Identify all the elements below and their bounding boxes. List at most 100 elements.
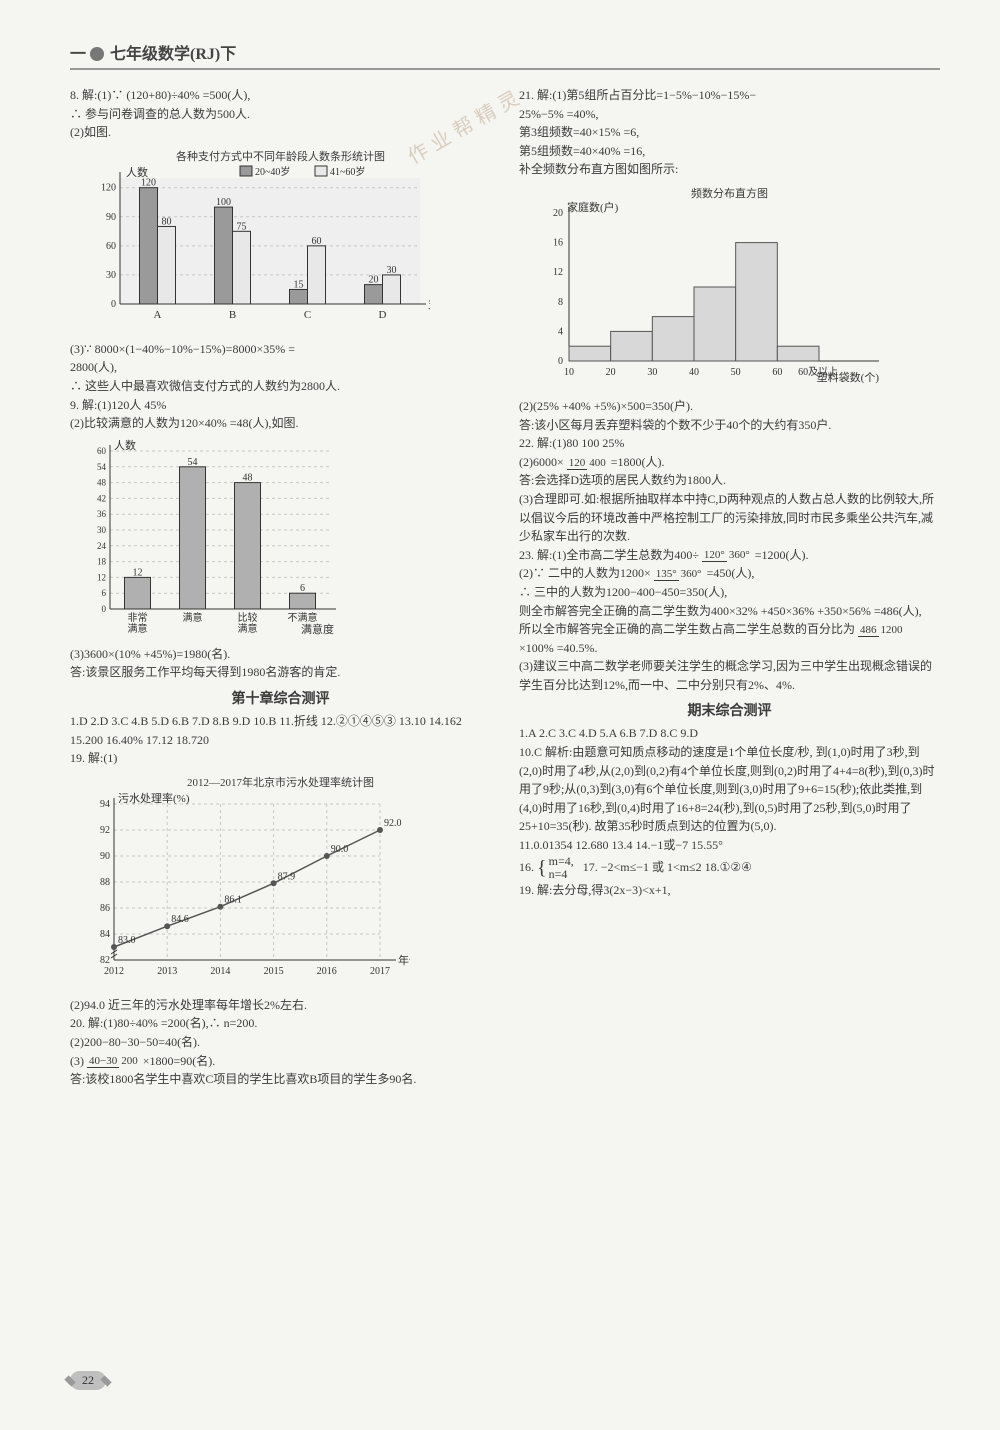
svg-text:满意: 满意 <box>183 611 203 624</box>
svg-text:16: 16 <box>553 238 563 249</box>
q23-n2: 135° <box>654 568 679 581</box>
q9-l2: (2)比较满意的人数为120×40% =48(人),如图. <box>70 414 491 433</box>
svg-text:92.0: 92.0 <box>384 818 402 829</box>
svg-text:2015: 2015 <box>264 966 284 977</box>
svg-text:90: 90 <box>100 851 110 862</box>
q20-den: 200 <box>119 1055 140 1067</box>
svg-text:41~60岁: 41~60岁 <box>330 165 365 178</box>
svg-text:82: 82 <box>100 955 110 966</box>
q21-l3: 第3组频数=40×15% =6, <box>519 123 940 142</box>
svg-text:满意: 满意 <box>238 622 258 635</box>
q23-n1: 120° <box>702 549 727 562</box>
svg-text:20~40岁: 20~40岁 <box>255 165 290 178</box>
q23-l2-post: =450(人), <box>707 566 755 580</box>
q20-num: 40−30 <box>87 1055 119 1068</box>
q22-l3: 答:会选择D选项的居民人数约为1800人. <box>519 471 940 490</box>
svg-text:50: 50 <box>731 367 741 378</box>
q1718: 17. −2<m≤−1 或 1<m≤2 18.①②④ <box>583 860 752 874</box>
q16-18: 16. { m=4, n=4 17. −2<m≤−1 或 1<m≤2 18.①②… <box>519 855 940 881</box>
q20-l3-pre: (3) <box>70 1054 84 1068</box>
chart3-title: 2012—2017年北京市污水处理率统计图 <box>70 774 491 790</box>
q10: 10.C 解析:由题意可知质点移动的速度是1个单位长度/秒, 到(1,0)时用了… <box>519 743 940 836</box>
q22-frac: 120400 <box>567 458 608 469</box>
svg-text:D: D <box>379 309 387 321</box>
svg-text:24: 24 <box>97 541 107 551</box>
q22-den: 400 <box>587 457 608 469</box>
chart-wastewater-line: 2012—2017年北京市污水处理率统计图 82848688909294污水处理… <box>70 774 491 990</box>
svg-text:120: 120 <box>141 177 156 188</box>
q21-l5: 补全频数分布直方图如图所示: <box>519 160 940 179</box>
svg-text:84.6: 84.6 <box>171 914 189 925</box>
svg-text:48: 48 <box>243 472 253 483</box>
q23-d2: 360° <box>679 568 704 580</box>
svg-text:87.9: 87.9 <box>278 871 296 882</box>
chap10-answers: 1.D 2.D 3.C 4.B 5.D 6.B 7.D 8.B 9.D 10.B… <box>70 712 491 749</box>
q22-num: 120 <box>567 457 588 470</box>
chart4-title: 频数分布直方图 <box>519 185 940 201</box>
header-title: 七年级数学(RJ)下 <box>110 46 236 63</box>
svg-text:90: 90 <box>106 212 116 223</box>
svg-text:12: 12 <box>97 572 106 582</box>
left-column: 8. 解:(1)∵ (120+80)÷40% =500(人), ∴ 参与问卷调查… <box>70 86 491 1089</box>
svg-text:8: 8 <box>558 297 563 308</box>
q9-l4: 答:该景区服务工作平均每天得到1980名游客的肯定. <box>70 663 491 682</box>
q21-l4: 第5组频数=40×40% =16, <box>519 142 940 161</box>
svg-text:54: 54 <box>188 457 198 468</box>
q19r: 19. 解:去分母,得3(2x−3)<x+1, <box>519 881 940 900</box>
q22-l2-pre: (2)6000× <box>519 455 564 469</box>
svg-text:年份: 年份 <box>398 953 410 967</box>
chart1-title: 各种支付方式中不同年龄段人数条形统计图 <box>70 148 491 164</box>
q23-d1: 360° <box>727 549 752 561</box>
svg-text:20: 20 <box>369 274 379 285</box>
svg-text:15: 15 <box>294 279 304 290</box>
q23-d3: 1200 <box>879 624 905 636</box>
chart3-svg: 82848688909294污水处理率(%)年份83.0201284.62013… <box>70 790 410 990</box>
q23-l5-pre: 所以全市解答完全正确的高二学生数占高二学生总数的百分比为 <box>519 622 855 636</box>
q22-l2-post: =1800(人). <box>611 455 665 469</box>
svg-text:30: 30 <box>106 270 116 281</box>
svg-text:2017: 2017 <box>370 966 390 977</box>
q21-l2: 25%−5% =40%, <box>519 105 940 124</box>
svg-text:60及以上: 60及以上 <box>798 366 838 378</box>
q22-l4: (3)合理即可.如:根据所抽取样本中持C,D两种观点的人数占总人数的比例较大,所… <box>519 490 940 546</box>
svg-text:83.0: 83.0 <box>118 935 136 946</box>
svg-text:满意度: 满意度 <box>301 622 334 636</box>
svg-text:不满意: 不满意 <box>288 611 318 624</box>
q20-l1: 20. 解:(1)80÷40% =200(名),∴ n=200. <box>70 1014 491 1033</box>
svg-text:88: 88 <box>100 877 110 888</box>
page-header: 一 七年级数学(RJ)下 <box>70 40 940 70</box>
svg-text:54: 54 <box>97 462 107 472</box>
svg-text:非常: 非常 <box>128 611 148 624</box>
q23-l2: (2)∵ 二中的人数为1200× 135°360° =450(人), <box>519 564 940 583</box>
q8-l2: ∴ 参与问卷调查的总人数为500人. <box>70 105 491 124</box>
svg-text:满意: 满意 <box>128 622 148 635</box>
q19-l1: 19. 解:(1) <box>70 749 491 768</box>
q8-l6: ∴ 这些人中最喜欢微信支付方式的人数约为2800人. <box>70 377 491 396</box>
svg-text:比较: 比较 <box>238 611 258 624</box>
q23-l1: 23. 解:(1)全市高二学生总数为400÷ 120°360° =1200(人)… <box>519 546 940 565</box>
svg-text:48: 48 <box>97 477 107 487</box>
chart-payment-bar: 各种支付方式中不同年龄段人数条形统计图 0306090120人数支付方式20~4… <box>70 148 491 334</box>
svg-text:90.0: 90.0 <box>331 844 349 855</box>
svg-text:60: 60 <box>312 236 322 247</box>
svg-text:100: 100 <box>216 197 231 208</box>
header-dot-icon <box>90 47 104 61</box>
svg-text:10: 10 <box>564 367 574 378</box>
svg-text:94: 94 <box>100 799 110 810</box>
header-prefix: 一 <box>70 46 86 63</box>
svg-text:84: 84 <box>100 929 110 940</box>
svg-text:2012: 2012 <box>104 966 124 977</box>
page-number-area: 22 <box>70 1359 940 1390</box>
q23-n3: 486 <box>858 624 879 637</box>
q16-b: n=4 <box>549 867 568 881</box>
svg-text:A: A <box>154 309 162 321</box>
svg-text:污水处理率(%): 污水处理率(%) <box>118 791 190 805</box>
q8-l1: 8. 解:(1)∵ (120+80)÷40% =500(人), <box>70 86 491 105</box>
svg-text:12: 12 <box>133 567 143 578</box>
svg-text:86.1: 86.1 <box>224 894 242 905</box>
q23-frac2: 135°360° <box>654 569 704 580</box>
svg-text:4: 4 <box>558 326 563 337</box>
right-column: 21. 解:(1)第5组所占百分比=1−5%−10%−15%− 25%−5% =… <box>519 86 940 1089</box>
svg-text:80: 80 <box>162 216 172 227</box>
svg-text:120: 120 <box>101 182 116 193</box>
